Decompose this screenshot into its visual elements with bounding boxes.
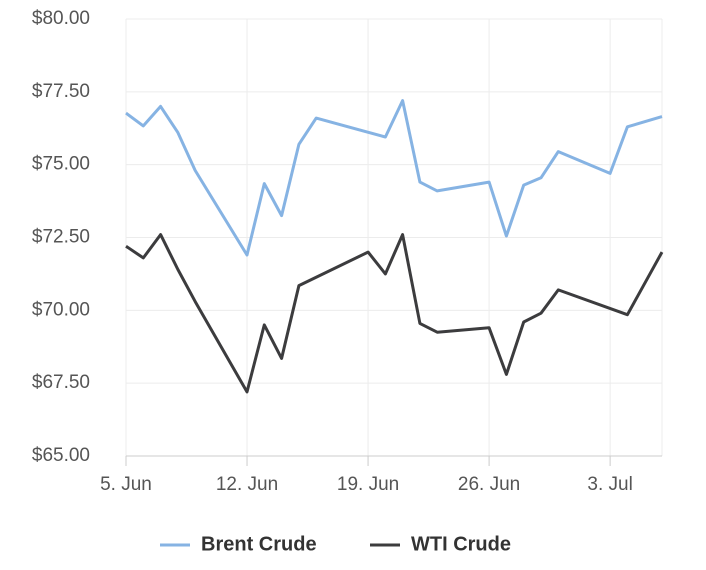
series-line <box>125 99 663 257</box>
series-line <box>125 233 664 394</box>
x-tick-label: 12. Jun <box>216 474 278 495</box>
y-tick-label: $75.00 <box>32 154 90 175</box>
y-tick-label: $80.00 <box>32 8 90 29</box>
y-tick-label: $65.00 <box>32 445 90 466</box>
x-tick-label: 19. Jun <box>337 474 399 495</box>
y-tick-label: $77.50 <box>32 81 90 102</box>
legend-label: WTI Crude <box>411 533 511 555</box>
y-tick-label: $70.00 <box>32 299 90 320</box>
x-tick-label: 5. Jun <box>100 474 152 495</box>
y-tick-label: $72.50 <box>32 227 90 248</box>
x-tick-label: 3. Jul <box>587 474 632 495</box>
y-tick-label: $67.50 <box>32 372 90 393</box>
legend-label: Brent Crude <box>201 533 317 555</box>
x-tick-label: 26. Jun <box>458 474 520 495</box>
